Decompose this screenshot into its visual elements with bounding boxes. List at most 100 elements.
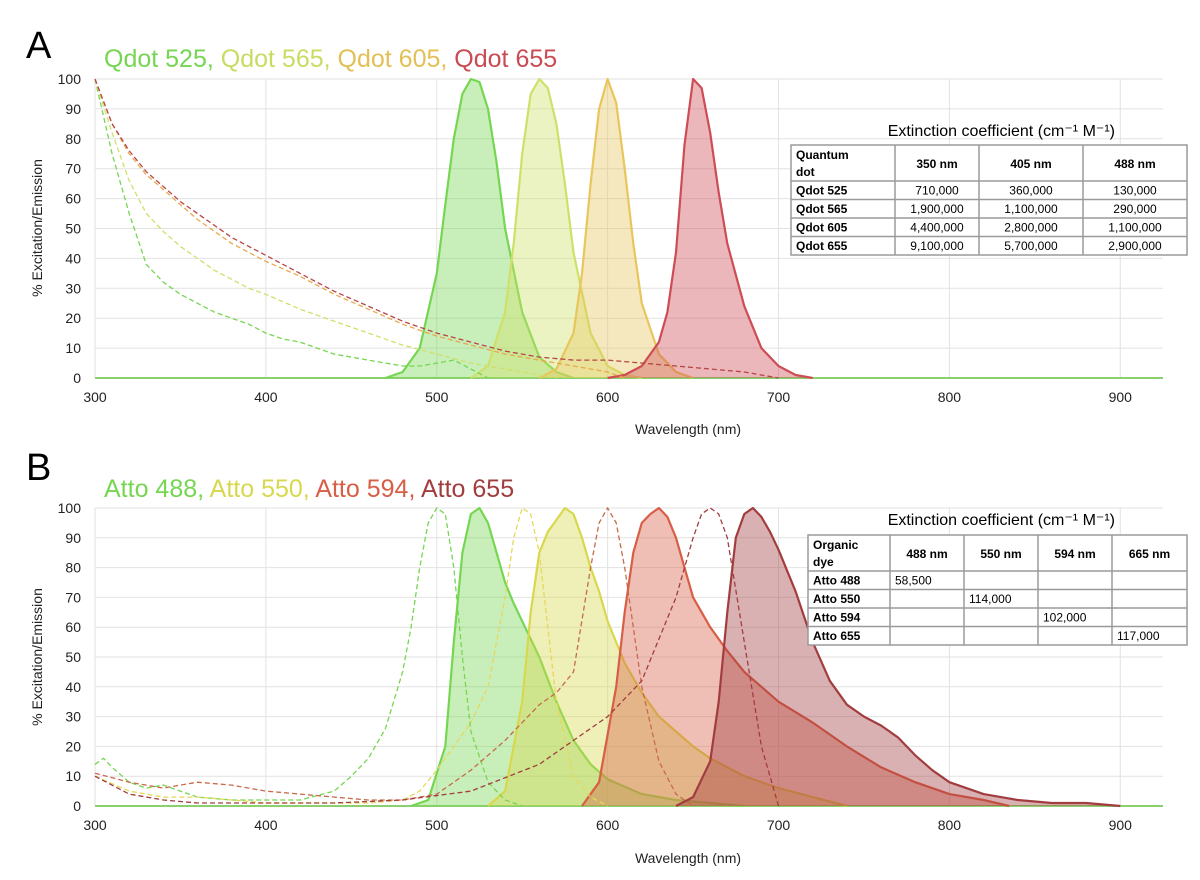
table-cell: 4,400,000 bbox=[910, 221, 964, 235]
panel-a-plot: 0 10 20 30 40 50 60 70 80 90 100 300 400 500 600 700 800… bbox=[58, 71, 1163, 405]
panel-b-plot: 0 10 20 30 40 50 60 70 80 90 100 300 400 500 600 700 800… bbox=[58, 500, 1163, 833]
table-row-label: Qdot 525 bbox=[796, 184, 848, 198]
y-tick-label: 30 bbox=[65, 280, 81, 296]
legend-separator: , bbox=[324, 45, 338, 73]
emission-line bbox=[410, 506, 745, 808]
x-tick-label: 500 bbox=[425, 389, 449, 405]
table-cell: 130,000 bbox=[1113, 184, 1157, 198]
table-row-label: Qdot 605 bbox=[796, 221, 848, 235]
table-cell: 117,000 bbox=[1117, 629, 1160, 643]
y-tick-label: 0 bbox=[73, 798, 81, 814]
legend-item: Qdot 565 bbox=[221, 45, 324, 73]
panel-a: A Qdot 525, Qdot 565, Qdot 605, Qdot 655… bbox=[26, 25, 1188, 437]
legend-separator: , bbox=[440, 45, 454, 73]
emission-area bbox=[539, 79, 694, 378]
panel-b-y-axis-title: % Excitation/Emission bbox=[29, 588, 45, 726]
table-cell: 58,500 bbox=[895, 574, 932, 588]
table-cell: 2,800,000 bbox=[1004, 221, 1058, 235]
table-cell: 1,100,000 bbox=[1108, 221, 1162, 235]
emission-area bbox=[582, 508, 1010, 806]
table-row-label: Atto 550 bbox=[813, 592, 861, 606]
panel-a-legend: Qdot 525, Qdot 565, Qdot 605, Qdot 655 bbox=[104, 45, 557, 73]
y-tick-label: 30 bbox=[65, 709, 81, 725]
y-tick-label: 100 bbox=[58, 500, 82, 516]
panel-b: B Atto 488, Atto 550, Atto 594, Atto 655… bbox=[26, 447, 1188, 866]
y-tick-label: 70 bbox=[65, 589, 81, 605]
table-row-label: Atto 488 bbox=[813, 574, 861, 588]
excitation-line bbox=[94, 506, 608, 807]
panel-a-y-axis-title: % Excitation/Emission bbox=[29, 159, 45, 297]
legend-item: Qdot 605 bbox=[338, 45, 441, 73]
table-row-label: Atto 655 bbox=[813, 629, 861, 643]
panel-a-label: A bbox=[26, 25, 52, 67]
table-row-label: Qdot 565 bbox=[796, 202, 848, 216]
y-tick-label: 10 bbox=[65, 768, 81, 784]
table-header-cell: dye bbox=[813, 555, 834, 569]
y-tick-label: 90 bbox=[65, 530, 81, 546]
table-header-cell: dot bbox=[796, 165, 815, 179]
panel-b-x-axis-title: Wavelength (nm) bbox=[635, 850, 741, 866]
y-tick-label: 80 bbox=[65, 131, 81, 147]
table-cell: 102,000 bbox=[1043, 611, 1087, 625]
excitation-line bbox=[94, 78, 557, 379]
table-header-cell: 488 nm bbox=[906, 547, 947, 561]
y-tick-label: 20 bbox=[65, 310, 81, 326]
table-header-cell: Quantum bbox=[796, 148, 849, 162]
panel-b-label: B bbox=[26, 447, 51, 489]
emission-area bbox=[607, 79, 813, 378]
table-cell: 1,900,000 bbox=[910, 202, 964, 216]
table-header-cell: 405 nm bbox=[1010, 157, 1051, 171]
table-row-label: Qdot 655 bbox=[796, 239, 848, 253]
table-header-cell: 594 nm bbox=[1054, 547, 1095, 561]
excitation-line bbox=[94, 78, 779, 379]
emission-area bbox=[385, 79, 574, 378]
table-header-cell: 665 nm bbox=[1129, 547, 1170, 561]
x-tick-label: 800 bbox=[938, 817, 962, 833]
x-tick-label: 400 bbox=[254, 389, 278, 405]
excitation-line bbox=[94, 507, 780, 807]
emission-line bbox=[470, 77, 642, 380]
table-cell: 2,900,000 bbox=[1108, 239, 1162, 253]
y-tick-label: 20 bbox=[65, 738, 81, 754]
emission-line bbox=[385, 77, 574, 380]
table-cell: 290,000 bbox=[1113, 202, 1157, 216]
legend-item: Atto 550 bbox=[210, 475, 303, 503]
emission-area bbox=[488, 508, 847, 806]
x-tick-label: 900 bbox=[1109, 817, 1133, 833]
panel-b-legend: Atto 488, Atto 550, Atto 594, Atto 655 bbox=[104, 475, 514, 503]
y-tick-label: 100 bbox=[58, 71, 82, 87]
legend-item: Qdot 525 bbox=[104, 45, 207, 73]
table-title: Extinction coefficient (cm⁻¹ M⁻¹) bbox=[888, 512, 1115, 529]
emission-line bbox=[675, 506, 1121, 808]
table-header-cell: 350 nm bbox=[916, 157, 957, 171]
x-tick-label: 800 bbox=[938, 389, 962, 405]
x-tick-label: 700 bbox=[767, 389, 791, 405]
table-cell: 114,000 bbox=[969, 592, 1012, 606]
legend-item: Qdot 655 bbox=[454, 45, 557, 73]
x-tick-label: 600 bbox=[596, 389, 620, 405]
y-tick-label: 70 bbox=[65, 161, 81, 177]
panel-a-extinction-table: Extinction coefficient (cm⁻¹ M⁻¹) Quantum… bbox=[790, 123, 1188, 256]
table-row-label: Atto 594 bbox=[813, 611, 861, 625]
y-tick-label: 40 bbox=[65, 250, 81, 266]
x-tick-label: 400 bbox=[254, 817, 278, 833]
legend-separator: , bbox=[197, 475, 210, 503]
legend-separator: , bbox=[207, 45, 221, 73]
emission-area bbox=[675, 508, 1121, 806]
emission-area bbox=[470, 79, 642, 378]
table-cell: 9,100,000 bbox=[910, 239, 964, 253]
legend-item: Atto 594 bbox=[315, 475, 408, 503]
y-tick-label: 0 bbox=[73, 370, 81, 386]
table-cell: 360,000 bbox=[1009, 184, 1053, 198]
excitation-line bbox=[94, 506, 694, 807]
table-header-cell: 550 nm bbox=[980, 547, 1021, 561]
table-cell: 5,700,000 bbox=[1004, 239, 1058, 253]
emission-line bbox=[607, 77, 813, 380]
excitation-line bbox=[94, 507, 523, 807]
emission-line bbox=[581, 506, 1010, 808]
legend-item: Atto 655 bbox=[421, 475, 514, 503]
table-header-cell: 488 nm bbox=[1114, 157, 1155, 171]
y-tick-label: 50 bbox=[65, 221, 81, 237]
legend-separator: , bbox=[408, 475, 421, 503]
panel-b-extinction-table: Extinction coefficient (cm⁻¹ M⁻¹) Organic… bbox=[807, 512, 1188, 646]
